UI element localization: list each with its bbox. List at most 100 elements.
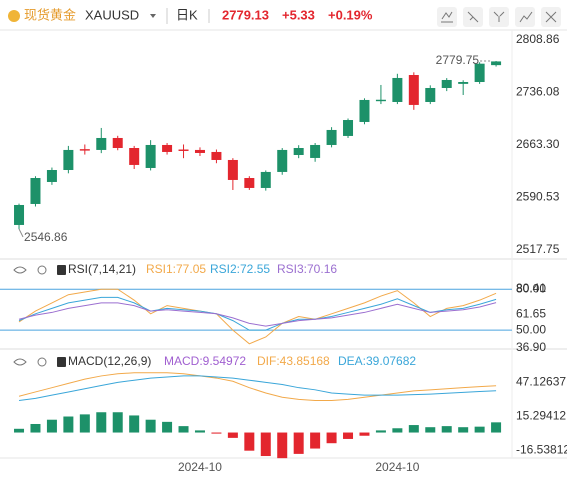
candle-body: [112, 137, 123, 149]
indicator-icon: [57, 357, 66, 367]
min-leader: [18, 228, 24, 238]
histogram-bar: [14, 428, 25, 433]
candle-body: [211, 151, 222, 160]
icon: [493, 11, 505, 22]
y-tick-label: 15.29412: [516, 408, 566, 422]
histogram-bar: [129, 415, 140, 433]
candle-body: [359, 99, 370, 122]
y-tick-label: 80.41: [516, 281, 546, 295]
header: 现货黄金 XAUUSD 日K 2779.13 +5.33 +0.19%: [8, 7, 561, 27]
icon: [467, 11, 479, 23]
macd-title: MACD(12,26,9): [68, 354, 151, 368]
candle-body: [343, 120, 354, 136]
candle-body: [408, 75, 419, 105]
candle-body: [79, 149, 90, 151]
y-tick-label: 2808.86: [516, 32, 560, 46]
candle-body: [178, 149, 189, 151]
y-tick-label: -16.53812: [516, 442, 567, 456]
eye-icon[interactable]: [13, 358, 27, 366]
histogram-bar: [145, 419, 156, 433]
candle-body: [46, 170, 57, 182]
histogram-bar: [326, 432, 337, 444]
candle-body: [227, 159, 238, 180]
x-tick-label: 2024-10: [178, 460, 222, 474]
indicator-line: [18, 372, 497, 401]
candle-body: [474, 63, 485, 83]
histogram-bar: [112, 412, 123, 433]
candle-body: [30, 178, 41, 204]
legend-entry: RSI2:72.55: [210, 262, 270, 276]
min-marker: 2546.86: [24, 230, 68, 244]
y-tick-label: 47.12637: [516, 374, 566, 388]
gold-icon: [8, 10, 20, 22]
y-tick-label: 2590.53: [516, 190, 560, 204]
histogram-bar: [425, 427, 436, 433]
legend-entry: MACD:9.54972: [164, 354, 246, 368]
histogram-bar: [491, 422, 502, 433]
legend-entry: DEA:39.07682: [338, 354, 416, 368]
toolbar: [437, 7, 561, 27]
y-tick-label: 2663.30: [516, 137, 560, 151]
histogram-bar: [96, 412, 107, 433]
histogram-bar: [310, 432, 321, 449]
histogram-bar: [194, 430, 205, 433]
candle-body: [129, 148, 140, 165]
draw-button[interactable]: [437, 7, 457, 27]
period[interactable]: 日K: [176, 7, 198, 22]
legend-entry: RSI1:77.05: [146, 262, 206, 276]
rsi-toolbar: [13, 265, 66, 275]
settings-icon[interactable]: [37, 357, 47, 367]
candle-body: [63, 149, 74, 171]
change: +5.33: [282, 7, 315, 22]
price: 2779.13: [222, 7, 269, 22]
candle-body: [392, 77, 403, 102]
y-tick-label: 2736.08: [516, 85, 560, 99]
histogram-bar: [79, 414, 90, 433]
candle-body: [425, 87, 436, 102]
candle-body: [145, 144, 156, 168]
histogram-bar: [359, 432, 370, 436]
candle-body: [194, 149, 205, 153]
histogram-bar: [277, 432, 288, 459]
histogram-bar: [293, 432, 304, 454]
indicator-icon: [57, 265, 66, 275]
histogram-bar: [244, 432, 255, 451]
icon: [519, 11, 533, 23]
settings-icon[interactable]: [37, 265, 47, 275]
y-tick-label: 36.90: [516, 340, 546, 354]
histogram-bar: [392, 428, 403, 433]
histogram-bar: [375, 430, 386, 433]
macd-toolbar: [13, 357, 66, 367]
histogram-bar: [63, 416, 74, 433]
candle-body: [244, 178, 255, 188]
instrument-name[interactable]: 现货黄金: [24, 7, 76, 22]
candle-body: [14, 204, 25, 225]
histogram-bar: [30, 423, 41, 433]
candle-body: [293, 148, 304, 155]
candle-body: [96, 137, 107, 150]
indicator-line: [18, 296, 497, 331]
histogram-bar: [458, 427, 469, 433]
icon: [545, 11, 557, 23]
candle-body: [441, 79, 452, 88]
candle-body: [375, 99, 386, 102]
level-label: 50.00: [516, 322, 546, 336]
dropdown-arrow[interactable]: [150, 14, 156, 18]
symbol[interactable]: XAUUSD: [85, 7, 139, 22]
legend-entry: RSI3:70.16: [277, 262, 337, 276]
eye-icon[interactable]: [13, 266, 27, 274]
max-marker: 2779.75: [436, 53, 480, 67]
histogram-bar: [46, 419, 57, 433]
candle-body: [491, 61, 502, 66]
indicator-line: [18, 288, 497, 345]
candle-body: [277, 149, 288, 172]
histogram-bar: [474, 426, 485, 433]
x-tick-label: 2024-10: [375, 460, 419, 474]
y-tick-label: 61.65: [516, 306, 546, 320]
candle-body: [326, 129, 337, 145]
histogram-bar: [178, 426, 189, 433]
histogram-bar: [227, 432, 238, 438]
y-tick-label: 2517.75: [516, 242, 560, 256]
